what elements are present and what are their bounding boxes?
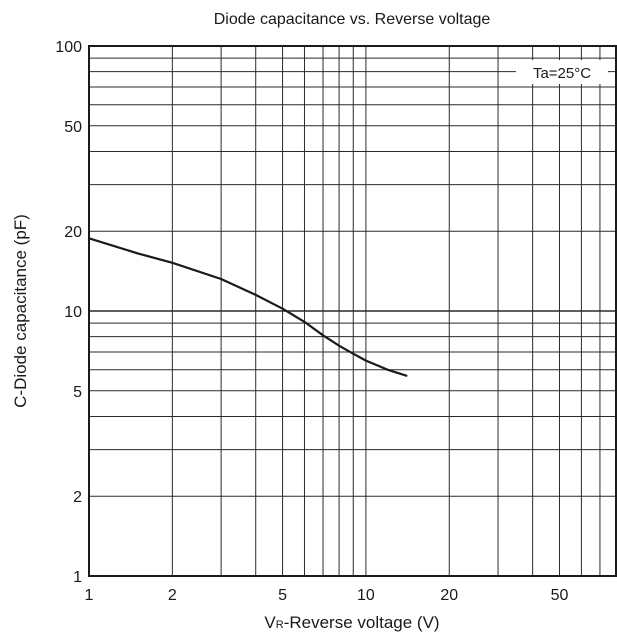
x-tick-labels: 1 2 5 10 20 50 (85, 587, 569, 604)
x-axis-label: VR-Reverse voltage (V) (264, 613, 439, 632)
y-tick-label: 10 (64, 304, 82, 321)
y-tick-label: 20 (64, 224, 82, 241)
x-axis-label-prefix: V (264, 613, 276, 632)
x-tick-label: 1 (85, 587, 94, 604)
y-tick-label: 100 (55, 39, 82, 56)
annotation-box (516, 60, 608, 84)
y-tick-label: 2 (73, 489, 82, 506)
chart-title: Diode capacitance vs. Reverse voltage (214, 11, 491, 28)
x-axis-label-text: -Reverse voltage (V) (284, 613, 440, 632)
x-tick-label: 10 (357, 587, 375, 604)
y-axis-label: C-Diode capacitance (pF) (11, 214, 30, 408)
y-tick-label: 1 (73, 569, 82, 586)
x-axis-label-subscript: R (276, 619, 284, 631)
x-tick-label: 20 (440, 587, 458, 604)
x-tick-label: 5 (278, 587, 287, 604)
series-line (87, 237, 408, 377)
y-tick-label: 5 (73, 384, 82, 401)
series-layer (87, 237, 408, 377)
x-tick-label: 2 (168, 587, 177, 604)
y-tick-labels: 1 2 5 10 20 50 100 (55, 39, 82, 586)
x-tick-label: 50 (551, 587, 569, 604)
grid (89, 46, 616, 576)
y-tick-label: 50 (64, 119, 82, 136)
annotation-text: Ta=25°C (533, 65, 591, 82)
plot-frame (88, 45, 617, 577)
